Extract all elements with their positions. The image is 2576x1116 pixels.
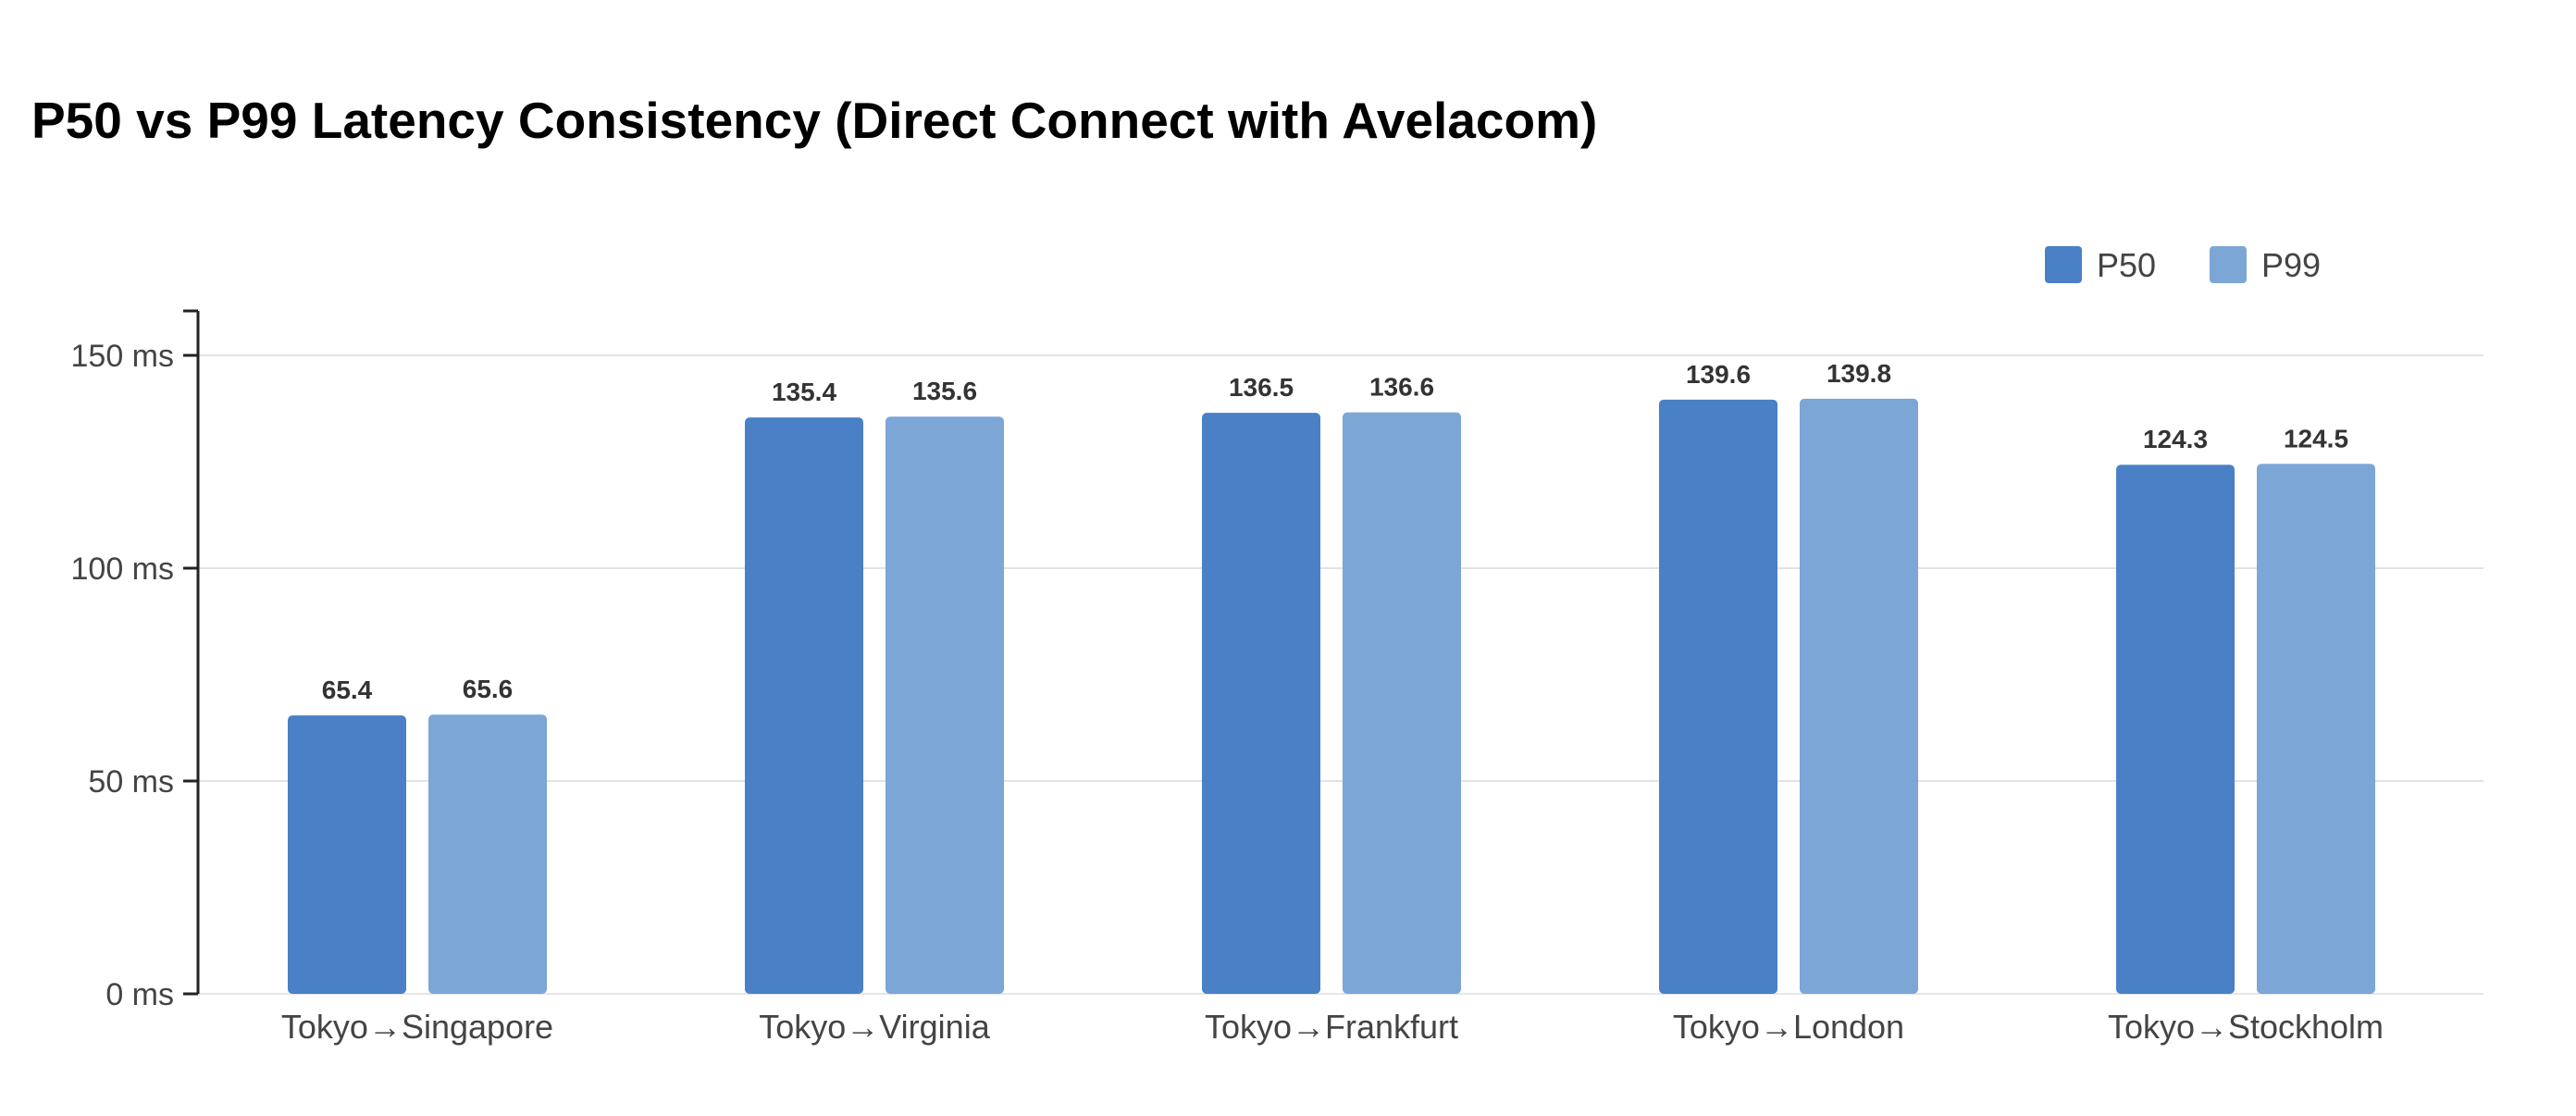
data-label: 135.4 xyxy=(772,378,836,406)
x-category-label: Tokyo→Virginia xyxy=(759,1008,990,1046)
data-label: 65.4 xyxy=(322,676,373,704)
y-tick-label: 0 ms xyxy=(105,977,174,1012)
x-category-label: Tokyo→Frankfurt xyxy=(1205,1008,1458,1046)
data-labels: 65.4 65.6 135.4 135.6 136.5 136.6 139.6 139.8 12… xyxy=(322,359,2348,704)
x-category-label: Tokyo→Singapore xyxy=(281,1008,553,1046)
legend-swatch-p50 xyxy=(2045,246,2082,283)
data-label: 136.5 xyxy=(1229,373,1294,402)
bar-p50 xyxy=(745,417,863,994)
legend-swatch-p99 xyxy=(2210,246,2247,283)
data-label: 139.8 xyxy=(1827,359,1891,388)
legend-label: P50 xyxy=(2097,246,2156,284)
bar-p50 xyxy=(1202,413,1320,995)
data-label: 124.5 xyxy=(2284,424,2348,453)
y-tick-label: 150 ms xyxy=(71,339,175,374)
x-category-label: Tokyo→Stockholm xyxy=(2108,1008,2384,1046)
y-tick-label: 50 ms xyxy=(88,764,174,800)
x-category-label: Tokyo→London xyxy=(1673,1008,1904,1046)
data-label: 124.3 xyxy=(2143,425,2208,453)
chart-title: P50 vs P99 Latency Consistency (Direct C… xyxy=(31,92,1598,149)
bar-p50 xyxy=(2116,465,2235,995)
bar-p99 xyxy=(1800,398,1918,994)
data-label: 65.6 xyxy=(463,675,514,703)
data-label: 135.6 xyxy=(912,377,977,405)
legend-label: P99 xyxy=(2261,246,2321,284)
bar-p99 xyxy=(2257,464,2375,994)
bars xyxy=(288,398,2375,995)
bar-p99 xyxy=(1343,412,1461,994)
bar-p50 xyxy=(1659,399,1777,995)
data-label: 139.6 xyxy=(1686,360,1751,389)
bar-p50 xyxy=(288,715,406,994)
bar-p99 xyxy=(886,416,1004,994)
data-label: 136.6 xyxy=(1369,373,1434,402)
bar-p99 xyxy=(428,714,547,994)
y-tick-label: 100 ms xyxy=(71,552,175,587)
y-axis: 0 ms 50 ms 100 ms 150 ms xyxy=(71,309,200,1012)
gridlines xyxy=(198,354,2483,995)
legend: P50 P99 xyxy=(2045,246,2321,284)
x-axis-categories: Tokyo→Singapore Tokyo→Virginia Tokyo→Frank… xyxy=(281,1008,2384,1046)
